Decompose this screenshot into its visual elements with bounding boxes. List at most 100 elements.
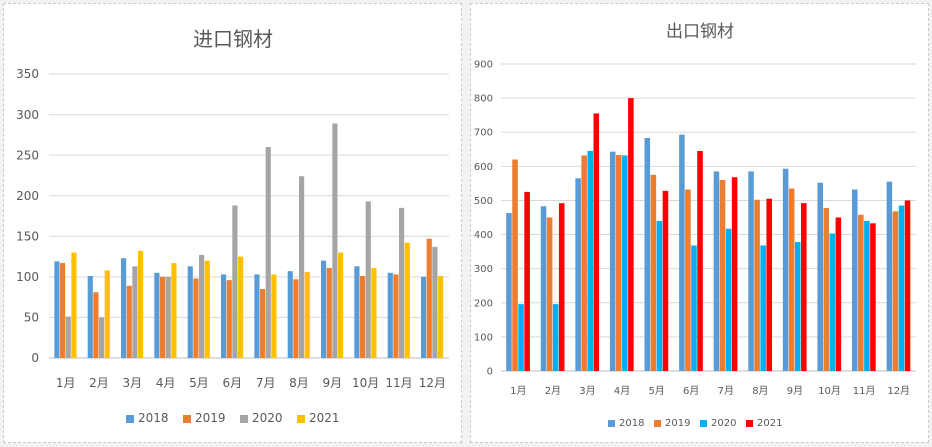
bar-2018-2 xyxy=(540,206,547,371)
bar-2020-10 xyxy=(829,233,836,371)
bar-2019-1 xyxy=(60,263,66,358)
bar-2021-3 xyxy=(593,113,600,371)
bar-2018-9 xyxy=(782,168,789,371)
x-tick-label: 5月 xyxy=(189,376,209,390)
bar-2021-12 xyxy=(904,200,911,371)
bar-2020-7 xyxy=(725,228,732,371)
bar-2021-11 xyxy=(870,223,876,371)
bar-2021-8 xyxy=(304,271,310,358)
y-tick-label: 350 xyxy=(16,67,39,81)
bar-2018-2 xyxy=(87,276,93,358)
bar-2020-9 xyxy=(794,242,801,371)
x-tick-label: 3月 xyxy=(123,376,143,390)
import-steel-chart: 进口钢材 0 50 100 150 200 250 300 350 1月 2月 3月 4月 5月 6月 7月… xyxy=(16,27,449,425)
bar-2021-5 xyxy=(204,260,210,358)
x-tick-label: 8月 xyxy=(289,376,309,390)
bar-2018-1 xyxy=(54,261,60,358)
bar-2020-6 xyxy=(232,205,238,358)
bar-2019-4 xyxy=(615,155,622,371)
bar-2019-11 xyxy=(858,214,864,371)
bar-2019-2 xyxy=(546,217,553,371)
bar-2021-11 xyxy=(404,242,410,358)
bar-2018-12 xyxy=(421,276,427,358)
bar-2021-1 xyxy=(71,252,77,358)
bar-2018-1 xyxy=(506,213,512,371)
bar-2021-4 xyxy=(171,263,177,358)
x-tick-label: 7月 xyxy=(718,385,734,397)
x-tick-label: 12月 xyxy=(419,376,446,390)
bar-2020-5 xyxy=(199,254,205,358)
x-tick-label: 7月 xyxy=(256,376,276,390)
bar-2018-12 xyxy=(886,181,893,371)
bar-2020-4 xyxy=(622,155,628,371)
bar-2019-6 xyxy=(226,280,232,358)
bar-2018-8 xyxy=(287,271,293,358)
bar-2018-9 xyxy=(321,260,327,358)
bar-2020-7 xyxy=(265,147,271,358)
bar-2021-7 xyxy=(271,274,277,358)
bar-2021-8 xyxy=(766,198,772,371)
x-tick-label: 1月 xyxy=(510,385,526,397)
y-tick-label: 500 xyxy=(474,196,493,207)
bar-2019-10 xyxy=(360,276,366,358)
bar-2020-2 xyxy=(552,304,559,371)
bar-2018-3 xyxy=(575,178,581,371)
x-tick-label: 2月 xyxy=(545,385,561,397)
bar-2020-3 xyxy=(587,150,594,371)
bar-2019-10 xyxy=(823,207,830,371)
legend-swatch-2021 xyxy=(746,420,753,427)
bar-2020-12 xyxy=(432,246,438,358)
x-tick-label: 4月 xyxy=(156,376,176,390)
bar-2018-11 xyxy=(387,272,393,358)
x-tick-label: 10月 xyxy=(352,376,379,390)
bar-2019-8 xyxy=(293,279,299,358)
bar-2021-1 xyxy=(524,191,530,371)
export-steel-chart: 出口钢材 0 100 200 300 400 500 600 700 800 900 1月 2月 3月 4… xyxy=(474,22,916,429)
bar-2020-3 xyxy=(132,266,138,358)
x-tick-label: 2月 xyxy=(89,376,109,390)
x-tick-label: 6月 xyxy=(223,376,243,390)
export-chart-panel: 出口钢材 0 100 200 300 400 500 600 700 800 900 1月 2月 3月 4… xyxy=(470,3,929,443)
bar-2019-1 xyxy=(512,159,518,371)
y-tick-label: 100 xyxy=(474,332,493,343)
x-tick-label: 3月 xyxy=(579,385,595,397)
bar-2019-12 xyxy=(892,211,899,371)
bar-2018-7 xyxy=(713,171,720,371)
bar-2020-9 xyxy=(332,123,338,358)
bar-2020-1 xyxy=(518,304,524,371)
bar-2019-8 xyxy=(754,199,760,371)
x-tick-label: 9月 xyxy=(323,376,343,390)
bar-2018-4 xyxy=(609,151,616,371)
bar-2018-8 xyxy=(748,171,754,371)
legend-label-2018: 2018 xyxy=(619,418,644,429)
legend-swatch-2021 xyxy=(297,415,305,423)
chart-title: 进口钢材 xyxy=(193,27,273,51)
y-tick-label: 300 xyxy=(474,264,493,275)
bar-2019-2 xyxy=(93,292,99,358)
bar-2020-10 xyxy=(365,201,371,358)
bar-2019-6 xyxy=(685,189,691,371)
x-tick-label: 11月 xyxy=(385,376,412,390)
legend-swatch-2018 xyxy=(608,420,615,427)
bar-2020-8 xyxy=(299,176,305,358)
bar-2019-5 xyxy=(650,174,657,371)
y-tick-label: 600 xyxy=(474,162,493,173)
x-tick-label: 6月 xyxy=(683,385,699,397)
bar-2018-6 xyxy=(221,274,227,358)
x-tick-label: 10月 xyxy=(818,385,841,397)
bar-2020-11 xyxy=(864,220,870,371)
y-tick-label: 250 xyxy=(16,148,39,162)
bar-2019-7 xyxy=(260,289,266,358)
bar-2019-7 xyxy=(719,179,726,371)
bar-2018-3 xyxy=(121,258,127,358)
bar-2021-9 xyxy=(801,203,807,371)
y-tick-label: 900 xyxy=(474,60,493,71)
bar-2019-3 xyxy=(126,285,132,358)
y-tick-label: 700 xyxy=(474,128,493,139)
y-tick-label: 300 xyxy=(16,108,39,122)
bar-2020-5 xyxy=(656,220,663,371)
y-tick-label: 150 xyxy=(16,229,39,243)
x-tick-label: 11月 xyxy=(853,385,876,397)
y-tick-label: 400 xyxy=(474,230,493,241)
legend-swatch-2020 xyxy=(700,420,707,427)
